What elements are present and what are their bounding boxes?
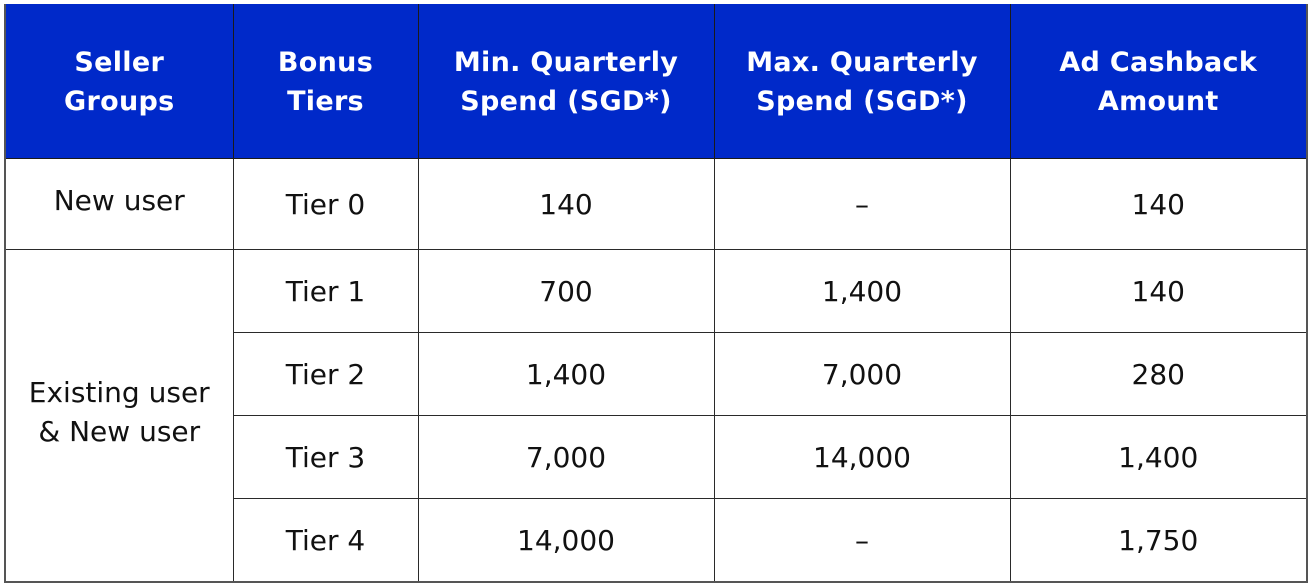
max-spend-cell: 7,000 bbox=[713, 332, 1011, 416]
max-spend-cell: – bbox=[713, 498, 1011, 583]
header-line: Groups bbox=[64, 85, 175, 117]
group-line: Existing user bbox=[28, 375, 210, 409]
header-line: Ad Cashback bbox=[1059, 46, 1258, 78]
group-new-user: New user bbox=[4, 158, 234, 250]
header-line: Tiers bbox=[287, 85, 364, 117]
cashback-tier-table-container: Seller Groups Bonus Tiers Min. Quarterly Sp… bbox=[4, 4, 1308, 583]
header-max-spend: Max. Quarterly Spend (SGD*) bbox=[713, 4, 1011, 159]
min-spend-cell: 140 bbox=[417, 158, 715, 250]
min-spend-cell: 1,400 bbox=[417, 332, 715, 416]
header-line: Amount bbox=[1097, 85, 1219, 117]
tier-cell: Tier 0 bbox=[232, 158, 419, 250]
group-existing-and-new-user: Existing user & New user bbox=[4, 249, 234, 583]
min-spend-cell: 14,000 bbox=[417, 498, 715, 583]
table-row: Tier 3 7,000 14,000 1,400 bbox=[5, 415, 1308, 499]
header-line: Spend (SGD*) bbox=[756, 85, 968, 117]
header-line: Min. Quarterly bbox=[453, 46, 679, 78]
header-line: Spend (SGD*) bbox=[460, 85, 672, 117]
table-row: Tier 4 14,000 – 1,750 bbox=[5, 498, 1308, 583]
table-row: Existing user & New user Tier 1 700 1,400… bbox=[4, 249, 1308, 583]
header-line: Bonus bbox=[277, 46, 374, 78]
header-row: Seller Groups Bonus Tiers Min. Quarterly Sp… bbox=[4, 4, 1308, 159]
header-min-spend: Min. Quarterly Spend (SGD*) bbox=[417, 4, 715, 159]
cashback-cell: 140 bbox=[1009, 249, 1308, 333]
group-line: & New user bbox=[38, 414, 201, 448]
header-seller-groups: Seller Groups bbox=[4, 4, 234, 159]
header-line: Seller bbox=[74, 46, 165, 78]
table-row: New user Tier 0 140 – 140 bbox=[4, 158, 1308, 250]
header-bonus-tiers: Bonus Tiers bbox=[232, 4, 419, 159]
cashback-tier-table: Seller Groups Bonus Tiers Min. Quarterly Sp… bbox=[4, 4, 1308, 583]
max-spend-cell: 1,400 bbox=[713, 249, 1011, 333]
cashback-cell: 1,750 bbox=[1009, 498, 1308, 583]
max-spend-cell: – bbox=[713, 158, 1011, 250]
header-cashback-amount: Ad Cashback Amount bbox=[1009, 4, 1308, 159]
tier-cell: Tier 2 bbox=[232, 332, 419, 416]
tier-cell: Tier 3 bbox=[232, 415, 419, 499]
cashback-cell: 280 bbox=[1009, 332, 1308, 416]
cashback-cell: 140 bbox=[1009, 158, 1308, 250]
tier-cell: Tier 4 bbox=[232, 498, 419, 583]
min-spend-cell: 7,000 bbox=[417, 415, 715, 499]
tier-cell: Tier 1 bbox=[232, 249, 419, 333]
min-spend-cell: 700 bbox=[417, 249, 715, 333]
header-line: Max. Quarterly bbox=[746, 46, 978, 78]
cashback-cell: 1,400 bbox=[1009, 415, 1308, 499]
max-spend-cell: 14,000 bbox=[713, 415, 1011, 499]
